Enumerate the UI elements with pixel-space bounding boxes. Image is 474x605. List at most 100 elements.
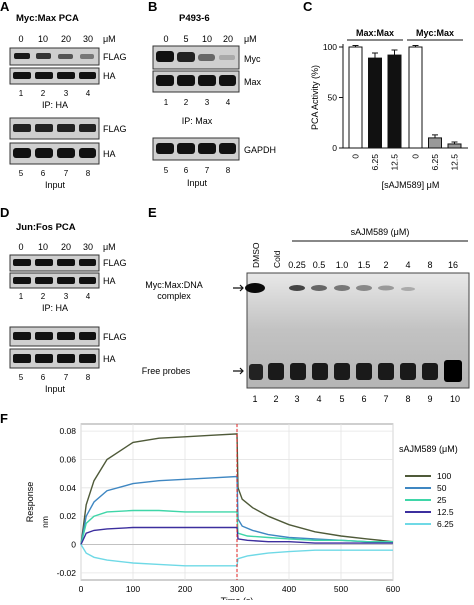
panel-e-complex-label-2: complex (157, 291, 191, 301)
y-axis-label: PCA Activity (%) (310, 65, 320, 130)
panel-e-conc: 1.5 (358, 260, 371, 270)
y-axis-unit: nm (40, 516, 50, 528)
lane-number: 4 (86, 292, 91, 301)
panel-d-label-ha: HA (103, 276, 116, 286)
panel-b-conc: 5 (183, 34, 188, 44)
bar (428, 137, 442, 149)
lane-number: 3 (64, 292, 69, 301)
panel-d-conc: 30 (83, 242, 93, 252)
panel-e: E sAJM589 (μM) DMSO Cold 0.25 0.5 1.0 1.… (142, 205, 470, 404)
lane-number: 2 (273, 394, 278, 404)
legend-label: 25 (437, 495, 447, 505)
lane-number: 2 (41, 292, 46, 301)
error-bar (391, 49, 398, 56)
y-tick-label: 0.02 (59, 511, 76, 521)
panel-d-conc: 20 (61, 242, 71, 252)
panel-f: F 0 100 200 300 400 500 600-0.0200.020.040.060… (0, 411, 458, 605)
lane-number: 5 (339, 394, 344, 404)
panel-letter-c: C (303, 0, 313, 14)
y-tick-label: 100 (323, 42, 337, 52)
error-bar (451, 141, 458, 144)
panel-a-unit: μM (103, 34, 116, 44)
panel-e-conc: 1.0 (336, 260, 349, 270)
panel-e-conc: 0.25 (288, 260, 306, 270)
panel-a-title: Myc:Max PCA (16, 13, 79, 24)
legend-label: 12.5 (437, 507, 454, 517)
x-tick-label: 300 (230, 584, 244, 594)
y-axis-label: Response (25, 482, 35, 523)
lane-number: 7 (205, 166, 210, 175)
panel-d-label-flag: FLAG (103, 258, 127, 268)
panel-b-conc: 0 (163, 34, 168, 44)
panel-b-bands-gapdh (156, 143, 236, 154)
panel-d-input-label: Input (45, 384, 66, 394)
lane-number: 7 (64, 373, 69, 382)
lane-number: 1 (19, 292, 24, 301)
bar (368, 57, 382, 149)
panel-d-conc: 0 (18, 242, 23, 252)
panel-e-header-dmso: DMSO (251, 242, 261, 268)
lane-number: 6 (41, 169, 46, 178)
lane-number: 4 (226, 98, 231, 107)
panel-d-title: Jun:Fos PCA (16, 222, 76, 233)
panel-d: D Jun:Fos PCA 0 10 20 30 μM FLAG HA 1 2 … (0, 205, 127, 394)
panel-d-label-ha-input: HA (103, 354, 116, 364)
panel-a: A Myc:Max PCA 0 10 20 30 μM FLAG HA 1 2 … (0, 0, 127, 190)
error-bar (372, 52, 378, 59)
x-axis-label: Time (s) (221, 596, 254, 600)
group-title: Myc:Max (416, 28, 454, 38)
panel-b-blot-myc (152, 45, 240, 70)
lane-number: 7 (383, 394, 388, 404)
panel-d-label-flag-input: FLAG (103, 332, 127, 342)
series-line (80, 475, 393, 545)
panel-b-input-label: Input (187, 178, 208, 188)
lane-number: 3 (294, 394, 299, 404)
lane-number: 5 (19, 169, 24, 178)
panel-c-bar-chart: 0 50 100 PCA Activity (%) Max:Max 0 6.25 12.5 My… (310, 28, 468, 190)
panel-f-line-chart: 0 100 200 300 400 500 600-0.0200.020.040.060.0… (25, 423, 458, 605)
legend-label: 6.25 (437, 519, 454, 529)
y-tick-label: 0.04 (59, 483, 76, 493)
panel-letter-b: B (148, 0, 157, 14)
panel-letter-a: A (0, 0, 10, 14)
x-tick-label: 6.25 (430, 154, 440, 171)
panel-e-conc: 16 (448, 260, 458, 270)
panel-e-complex-label: Myc:Max:DNA (145, 280, 203, 290)
panel-d-input-ha (9, 348, 100, 369)
panel-b-ip-label: IP: Max (182, 116, 213, 126)
series-line (80, 526, 393, 545)
panel-b-blot-gapdh (152, 137, 240, 161)
panel-a-bands-input (13, 124, 96, 158)
x-tick-label: 400 (282, 584, 296, 594)
lane-number: 8 (86, 373, 91, 382)
panel-a-label-flag-input: FLAG (103, 124, 127, 134)
lane-number: 8 (226, 166, 231, 175)
panel-letter-e: E (148, 205, 157, 220)
panel-e-free-label: Free probes (142, 366, 191, 376)
panel-a-blot-flag (9, 47, 100, 66)
panel-d-blot-ha (9, 272, 100, 289)
panel-e-header-cold: Cold (272, 250, 282, 268)
x-tick-label: 6.25 (370, 154, 380, 171)
panel-letter-d: D (0, 205, 9, 220)
lane-number: 2 (184, 98, 189, 107)
panel-d-unit: μM (103, 242, 116, 252)
y-tick-label: 50 (328, 93, 338, 103)
bar (387, 54, 402, 149)
legend-label: 50 (437, 483, 447, 493)
lane-number: 6 (41, 373, 46, 382)
x-tick-label: 600 (386, 584, 400, 594)
bar (348, 46, 363, 149)
lane-number: 2 (41, 89, 46, 98)
x-tick-label: 0 (79, 584, 84, 594)
lane-number: 10 (450, 394, 460, 404)
complex-arrow-icon (233, 284, 244, 292)
panel-b: B P493-6 0 5 10 20 μM Myc Max 1 2 3 4 IP… (148, 0, 276, 188)
lane-number: 6 (184, 166, 189, 175)
lane-number: 1 (19, 89, 24, 98)
panel-a-conc: 10 (38, 34, 48, 44)
panel-b-unit: μM (244, 34, 257, 44)
lane-number: 8 (405, 394, 410, 404)
free-probe-arrow-icon (233, 367, 244, 375)
panel-a-input-flag (9, 117, 100, 140)
